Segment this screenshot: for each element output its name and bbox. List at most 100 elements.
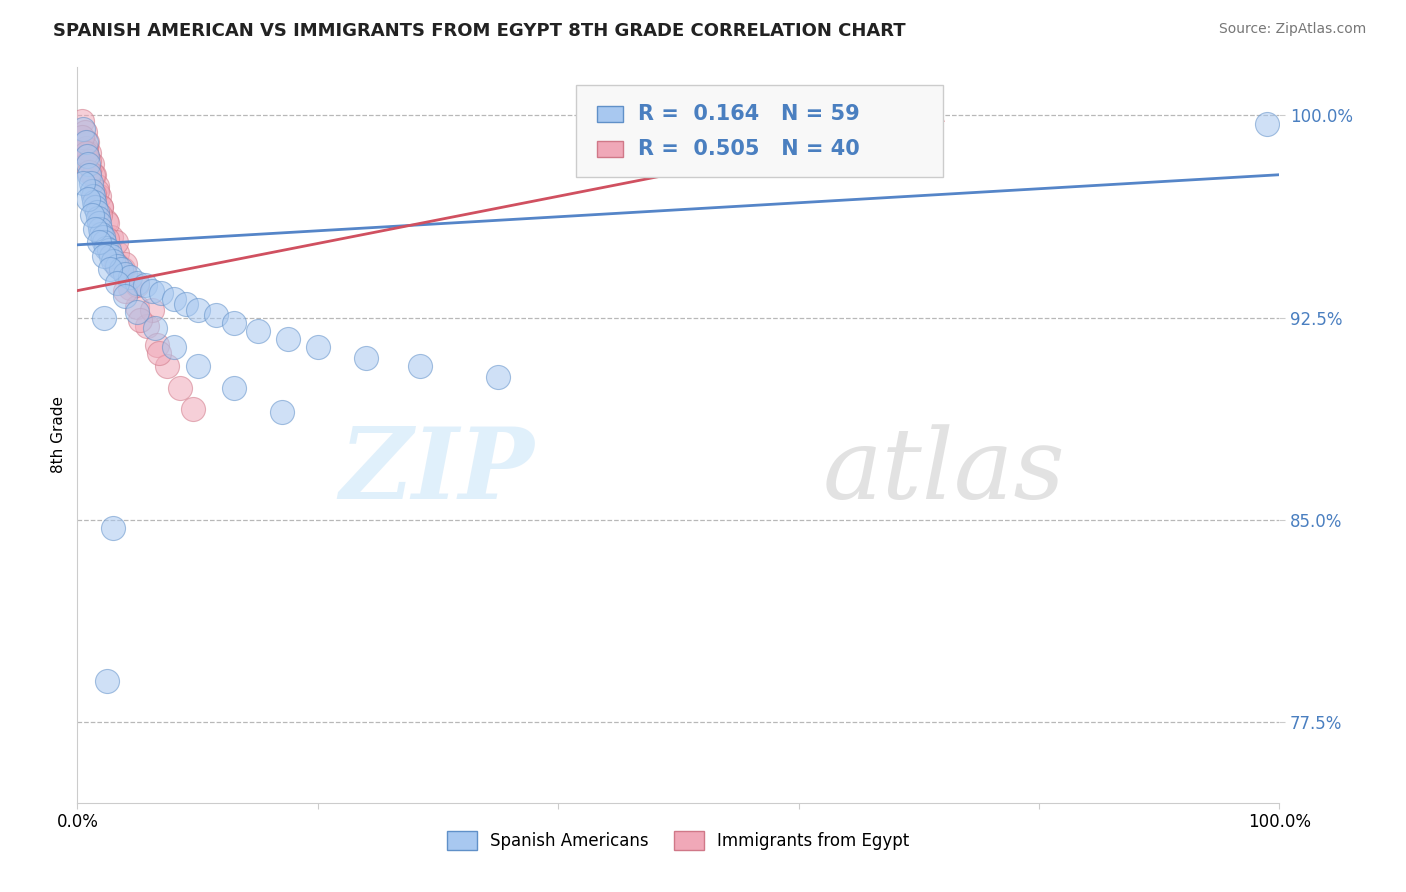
Point	[79, 154, 101, 169]
Point	[104, 257, 127, 271]
Point	[80, 157, 103, 171]
Point	[76, 136, 98, 150]
Text: ZIP: ZIP	[339, 424, 534, 520]
Point	[73, 125, 96, 139]
Point	[96, 240, 118, 254]
Text: SPANISH AMERICAN VS IMMIGRANTS FROM EGYPT 8TH GRADE CORRELATION CHART: SPANISH AMERICAN VS IMMIGRANTS FROM EGYP…	[53, 22, 905, 40]
Text: Source: ZipAtlas.com: Source: ZipAtlas.com	[1219, 22, 1367, 37]
Point	[141, 302, 163, 317]
Bar	[596, 106, 623, 122]
Point	[90, 200, 112, 214]
Point	[79, 176, 101, 190]
Point	[105, 276, 128, 290]
Bar	[596, 141, 623, 157]
Point	[87, 211, 110, 225]
Point	[277, 332, 299, 346]
Point	[96, 216, 118, 230]
Point	[128, 313, 150, 327]
Point	[104, 235, 127, 249]
Point	[83, 194, 105, 209]
Point	[93, 235, 115, 249]
Point	[127, 300, 149, 314]
Point	[75, 136, 97, 150]
Point	[114, 284, 136, 298]
Point	[83, 186, 105, 201]
Point	[89, 208, 111, 222]
Point	[162, 340, 184, 354]
Point	[79, 168, 101, 182]
Y-axis label: 8th Grade: 8th Grade	[51, 396, 66, 474]
Point	[98, 262, 121, 277]
Text: R =  0.505   N = 40: R = 0.505 N = 40	[637, 139, 859, 160]
Point	[354, 351, 377, 365]
Point	[90, 200, 112, 214]
Point	[75, 141, 97, 155]
Point	[96, 674, 118, 689]
Point	[162, 292, 184, 306]
Legend: Spanish Americans, Immigrants from Egypt: Spanish Americans, Immigrants from Egypt	[440, 824, 917, 857]
Point	[93, 249, 115, 263]
Text: atlas: atlas	[823, 424, 1066, 519]
Point	[97, 243, 120, 257]
Point	[80, 208, 103, 222]
Point	[91, 229, 114, 244]
Point	[70, 113, 93, 128]
Point	[89, 221, 111, 235]
Point	[222, 316, 245, 330]
Point	[105, 246, 128, 260]
Point	[186, 359, 209, 373]
Point	[127, 276, 149, 290]
Point	[150, 286, 173, 301]
Point	[204, 308, 226, 322]
Point	[103, 521, 125, 535]
Point	[77, 157, 100, 171]
Point	[82, 168, 104, 182]
Point	[84, 200, 107, 214]
Point	[76, 149, 98, 163]
Point	[169, 381, 191, 395]
FancyBboxPatch shape	[576, 86, 943, 178]
Point	[100, 229, 122, 244]
Point	[105, 260, 128, 274]
Point	[72, 122, 94, 136]
Point	[120, 281, 142, 295]
Point	[181, 402, 204, 417]
Point	[114, 268, 136, 282]
Text: R =  0.164   N = 59: R = 0.164 N = 59	[637, 104, 859, 124]
Point	[79, 165, 101, 179]
Point	[270, 405, 292, 419]
Point	[1256, 116, 1278, 130]
Point	[82, 189, 104, 203]
Point	[86, 184, 108, 198]
Point	[148, 345, 170, 359]
Point	[114, 257, 136, 271]
Point	[96, 213, 118, 227]
Point	[111, 262, 134, 277]
Point	[86, 205, 108, 219]
Point	[90, 227, 112, 241]
Point	[110, 262, 132, 277]
Point	[87, 235, 110, 249]
Point	[87, 216, 110, 230]
Point	[70, 130, 93, 145]
Point	[72, 176, 94, 190]
Point	[127, 278, 149, 293]
Point	[75, 146, 97, 161]
Point	[222, 381, 245, 395]
Point	[156, 359, 179, 373]
Point	[96, 232, 118, 246]
Point	[127, 305, 149, 319]
Point	[136, 318, 159, 333]
Point	[141, 284, 163, 298]
Point	[486, 370, 509, 384]
Point	[145, 321, 167, 335]
Point	[80, 184, 103, 198]
Point	[77, 192, 100, 206]
Point	[79, 146, 101, 161]
Point	[84, 221, 107, 235]
Point	[246, 324, 269, 338]
Point	[93, 310, 115, 325]
Point	[120, 270, 142, 285]
Point	[174, 297, 197, 311]
Point	[307, 340, 329, 354]
